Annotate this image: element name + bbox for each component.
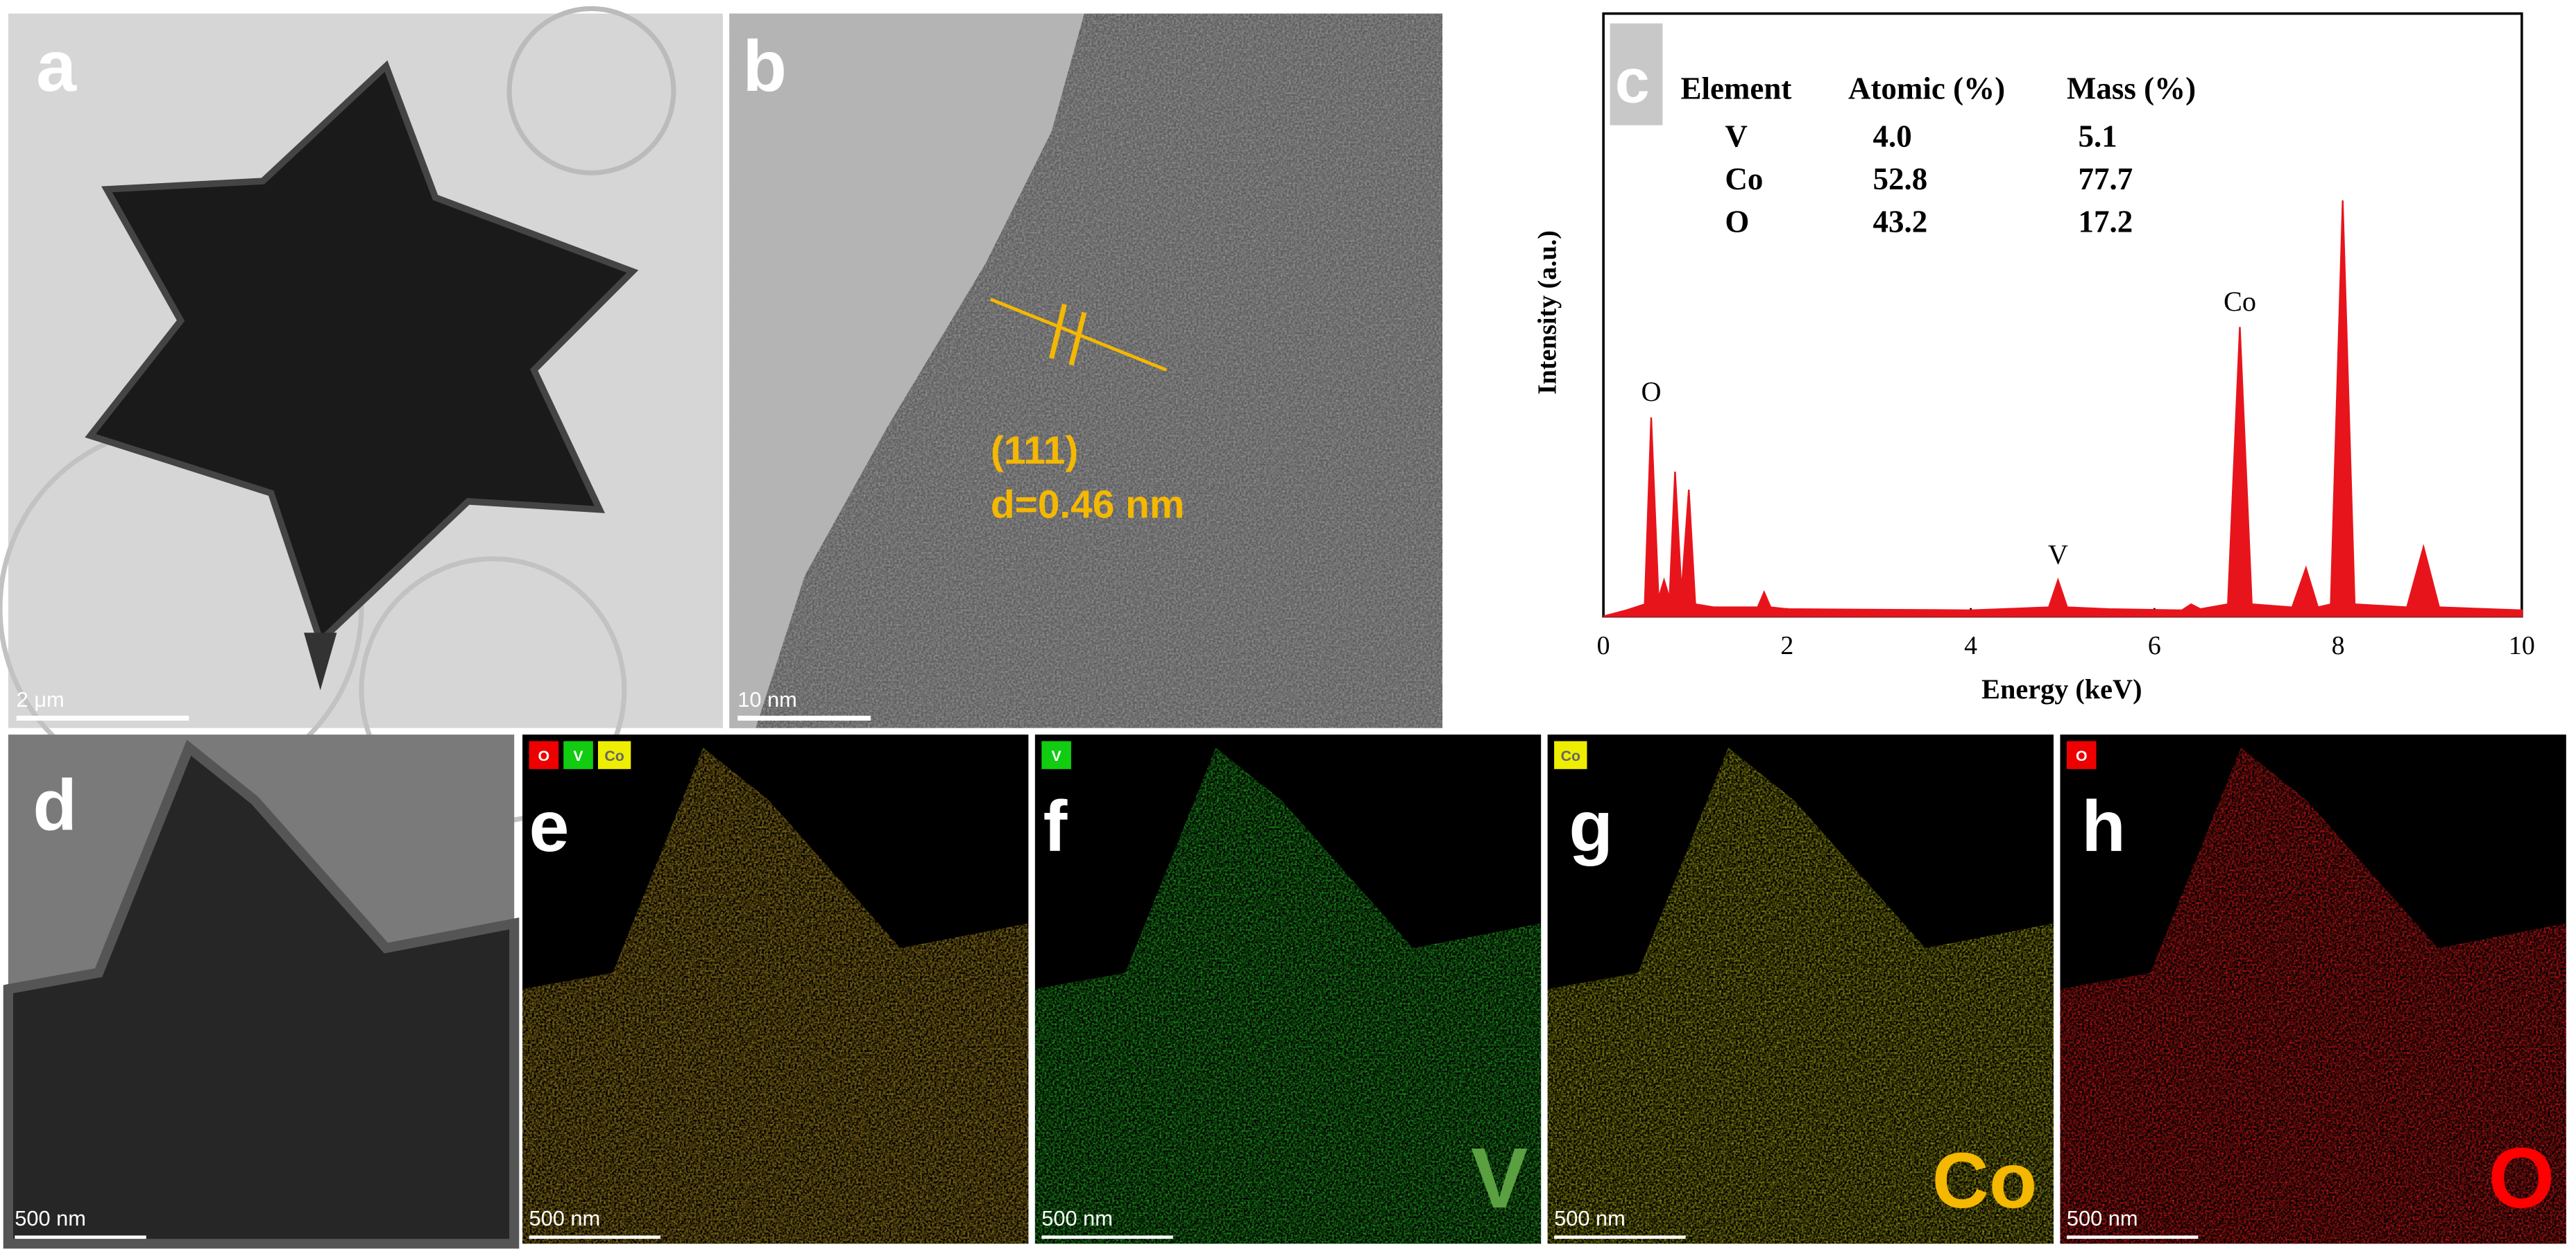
fringe-mark <box>1049 303 1067 359</box>
panel-b: (111) d=0.46 nm b 10 nm <box>729 13 1443 728</box>
x-tick-label: 10 <box>2509 631 2535 660</box>
table-header: Atomic (%) <box>1848 71 2005 106</box>
panel-label: b <box>742 26 787 107</box>
x-tick-label: 8 <box>2332 631 2345 660</box>
element-tag: Co <box>1561 748 1580 764</box>
panel-g: Co g Co 500 nm <box>1547 735 2054 1244</box>
x-tick-label: 4 <box>1964 631 1977 660</box>
peak-label: V <box>2048 539 2068 570</box>
vacuum-region <box>729 13 1084 728</box>
carbon-film <box>506 6 676 175</box>
panel-a: a 2 μm <box>0 6 723 825</box>
panel-e: O V Co e 500 nm <box>522 735 1029 1244</box>
table-header: Mass (%) <box>2067 71 2196 106</box>
panel-f: V f V 500 nm <box>1034 735 1542 1244</box>
x-tick-label: 6 <box>2148 631 2161 660</box>
tag-box <box>1554 741 1587 769</box>
tag-box <box>563 741 593 769</box>
x-axis-label: Energy (keV) <box>1981 673 2142 705</box>
table-header: Element <box>1680 71 1791 106</box>
element-name: Co <box>1932 1137 2038 1225</box>
element-tag: Co <box>604 748 624 764</box>
y-axis-label: Intensity (a.u.) <box>1533 230 1562 395</box>
table-cell: 52.8 <box>1873 162 1928 196</box>
table-cell: 43.2 <box>1873 204 1928 239</box>
scale-bar-label: 500 nm <box>15 1206 86 1230</box>
table-cell: 5.1 <box>2079 119 2117 153</box>
element-name: O <box>2488 1131 2554 1226</box>
scale-bar-label: 500 nm <box>2067 1206 2138 1230</box>
panel-label: a <box>36 26 77 107</box>
table-cell: V <box>1725 119 1747 153</box>
panel-label: c <box>1615 46 1650 116</box>
panel-label: d <box>33 765 77 845</box>
fringe-mark <box>1068 311 1087 366</box>
tag-box <box>529 741 559 769</box>
element-tag: O <box>2076 748 2088 764</box>
peak-label: O <box>1641 376 1661 407</box>
element-tag: V <box>1052 748 1062 764</box>
panel-d: d 500 nm <box>8 735 514 1244</box>
table-cell: 4.0 <box>1873 119 1912 153</box>
scale-bar-label: 500 nm <box>1041 1206 1113 1230</box>
table-cell: Co <box>1725 162 1763 196</box>
scale-bar-label: 500 nm <box>1554 1206 1626 1230</box>
scale-bar-label: 500 nm <box>529 1206 600 1230</box>
plane-label: (111) <box>991 429 1078 472</box>
panel-label: g <box>1569 787 1613 867</box>
x-tick-label: 0 <box>1597 631 1610 660</box>
stem <box>304 633 337 691</box>
panel-label: e <box>529 787 569 867</box>
scale-bar-label: 2 μm <box>17 687 65 712</box>
panel-label: f <box>1043 787 1068 867</box>
panel-label: h <box>2081 787 2126 867</box>
table-cell: 17.2 <box>2079 204 2133 239</box>
table-cell: 77.7 <box>2079 162 2133 196</box>
element-tag: O <box>538 748 550 764</box>
tag-box <box>1041 741 1071 769</box>
tag-box <box>597 741 631 769</box>
peak-label: Co <box>2224 286 2256 317</box>
element-tag: V <box>573 748 583 764</box>
scale-bar-label: 10 nm <box>737 687 797 712</box>
tag-box <box>2066 741 2097 769</box>
panel-c: c Element Atomic (%) Mass (%) V 4.0 5.1 … <box>1533 12 2535 705</box>
spectrum <box>1603 200 2523 617</box>
element-name: V <box>1471 1131 1528 1226</box>
panel-h: O h O 500 nm <box>2060 735 2566 1244</box>
table-cell: O <box>1725 204 1749 239</box>
label-box <box>1610 23 1663 126</box>
x-tick-label: 2 <box>1780 631 1793 660</box>
spacing-label: d=0.46 nm <box>991 483 1185 527</box>
